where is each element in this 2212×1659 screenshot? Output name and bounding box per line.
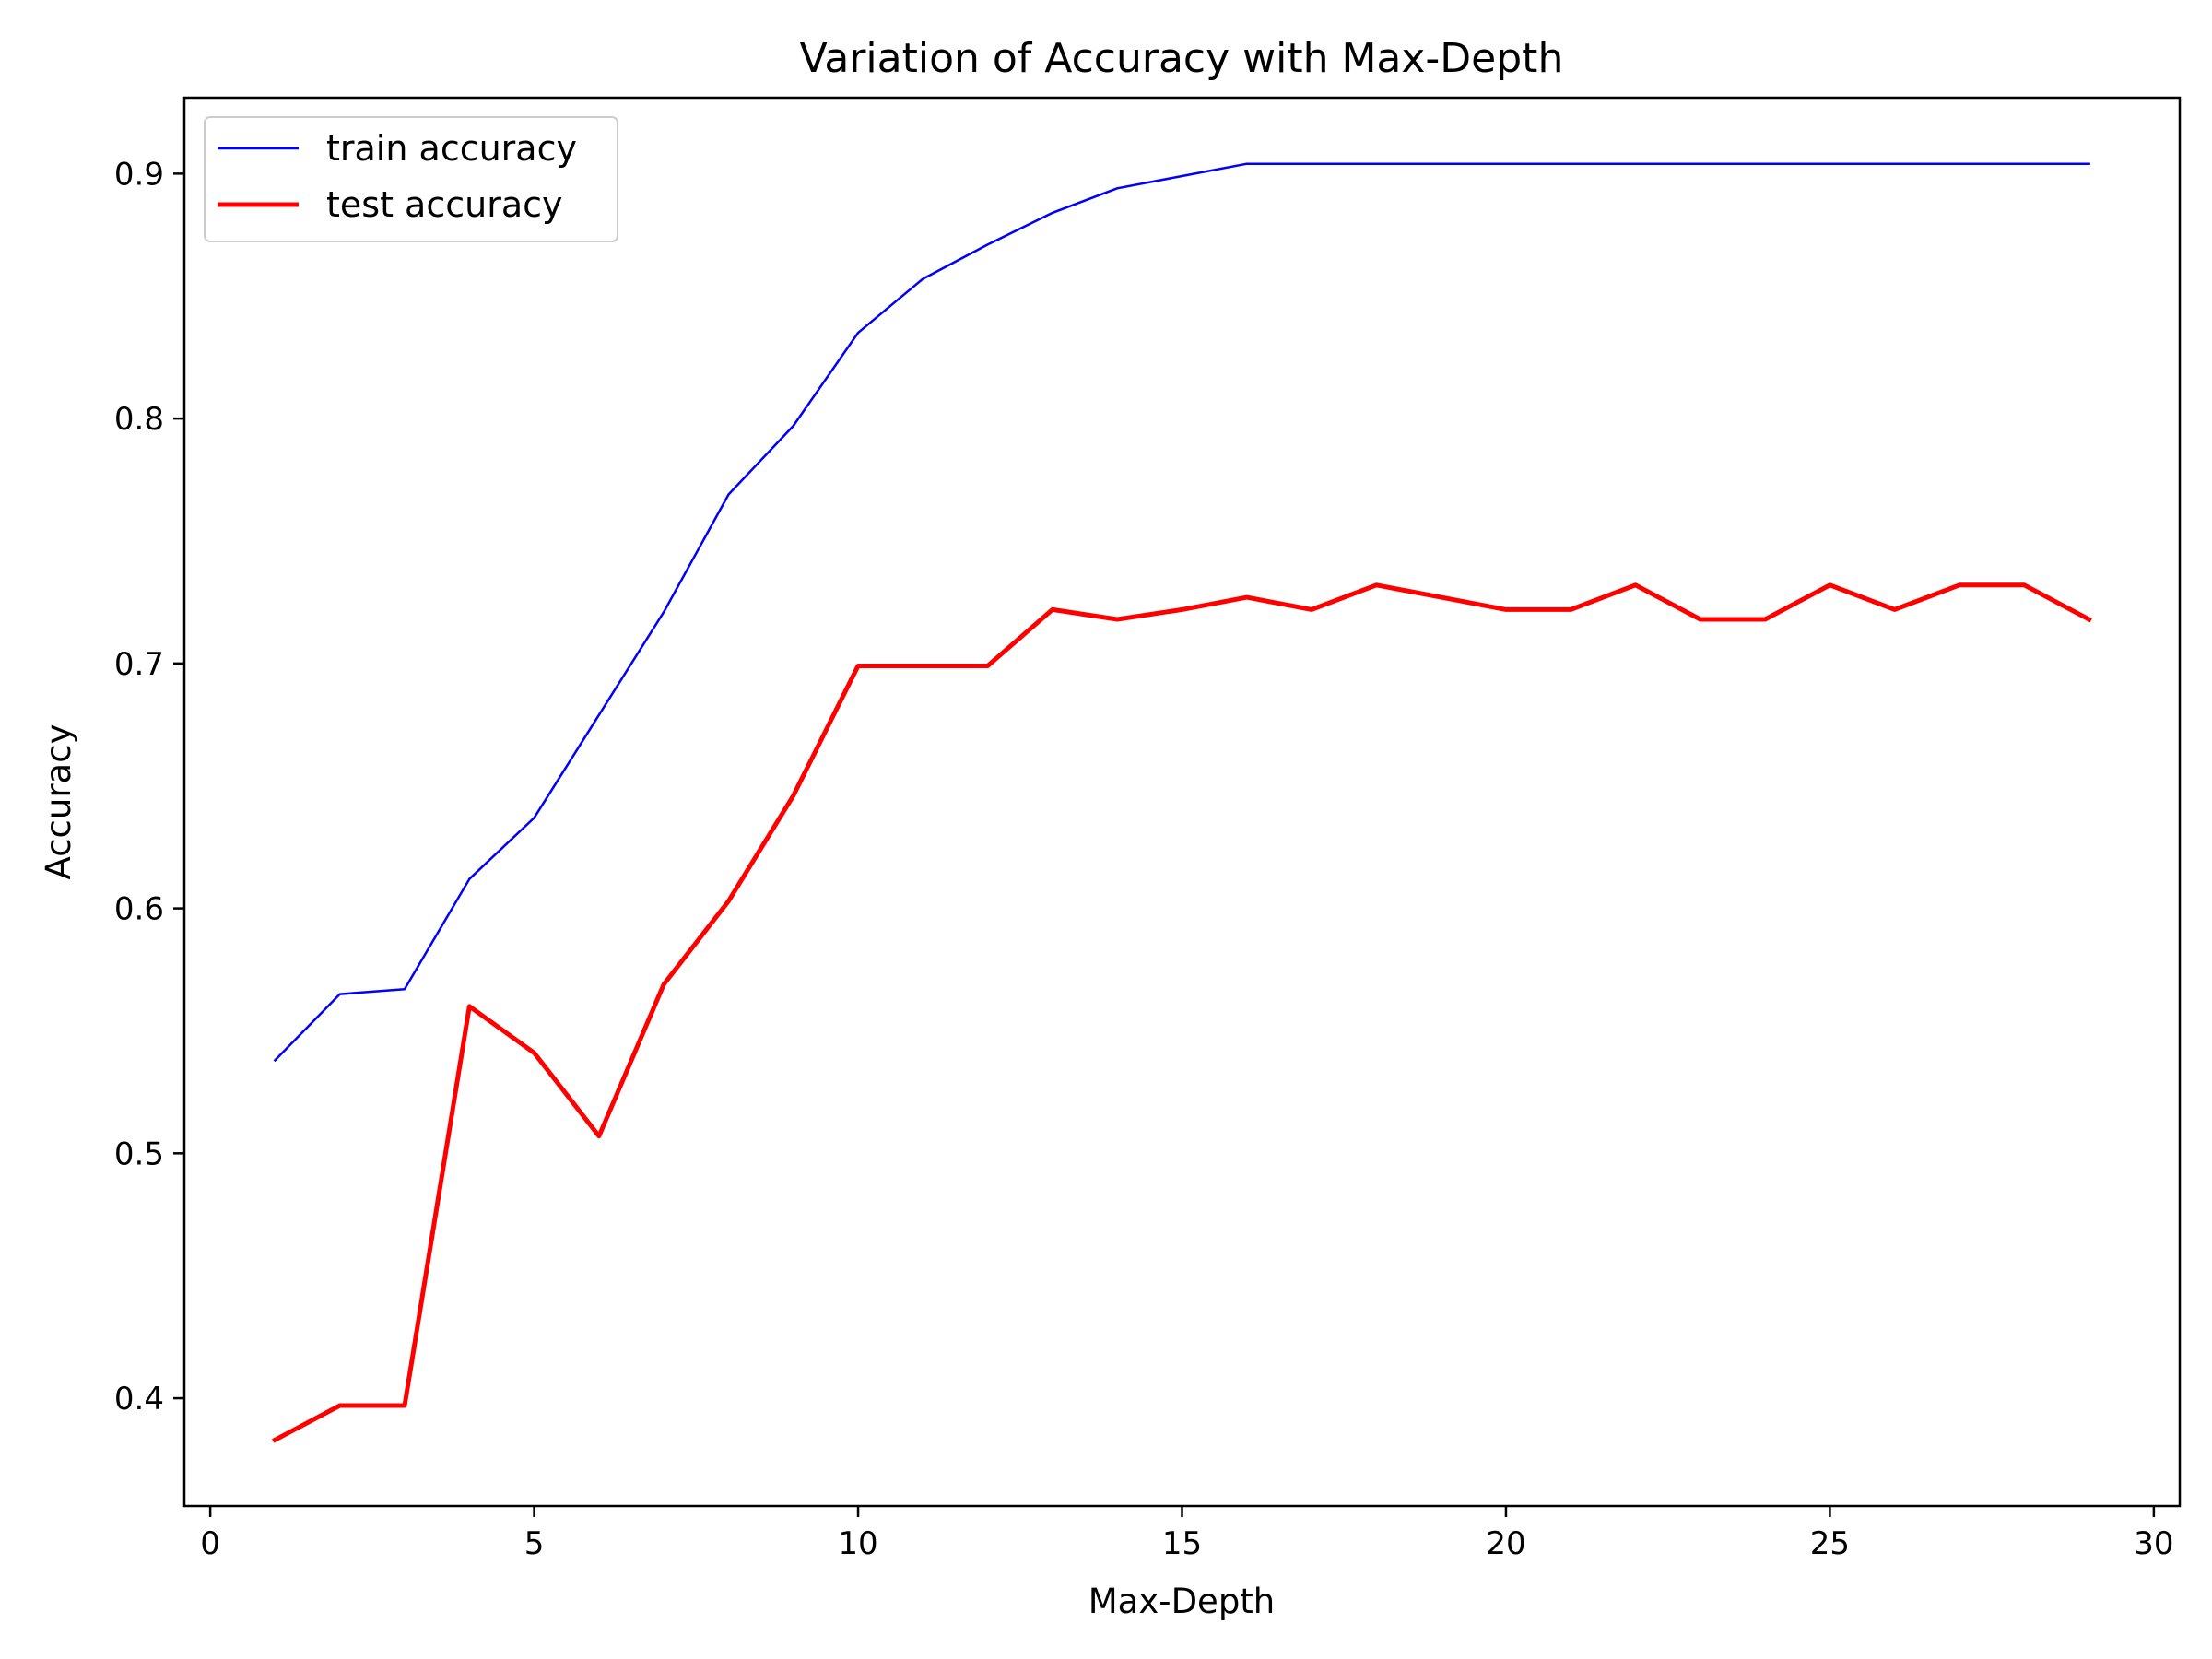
y-tick-label: 0.9 <box>114 156 164 193</box>
x-tick-label: 0 <box>200 1525 220 1562</box>
y-axis: 0.4 0.5 0.6 0.7 0.8 0.9 <box>114 156 184 1418</box>
series-layer <box>272 162 2092 1443</box>
x-tick-label: 30 <box>2134 1525 2173 1562</box>
x-tick-label: 25 <box>1810 1525 1850 1562</box>
legend-label-test: test accuracy <box>326 184 563 225</box>
x-tick-label: 10 <box>838 1525 877 1562</box>
x-axis: 0 5 10 15 20 25 30 <box>200 1506 2174 1562</box>
x-tick-label: 15 <box>1162 1525 1202 1562</box>
x-tick-label: 5 <box>524 1525 545 1562</box>
x-axis-label: Max-Depth <box>1088 1582 1276 1621</box>
y-tick-label: 0.4 <box>114 1381 164 1418</box>
series-line-test <box>272 582 2092 1443</box>
legend-box <box>204 116 618 242</box>
series-line-train <box>273 162 2090 1063</box>
y-tick-label: 0.6 <box>114 891 164 928</box>
chart-title: Variation of Accuracy with Max-Depth <box>800 35 1564 82</box>
y-axis-label: Accuracy <box>39 724 78 880</box>
y-tick-label: 0.8 <box>114 401 164 438</box>
y-tick-label: 0.7 <box>114 646 164 683</box>
x-tick-label: 20 <box>1486 1525 1525 1562</box>
legend-label-train: train accuracy <box>326 128 577 169</box>
y-tick-label: 0.5 <box>114 1135 164 1172</box>
legend: train accuracy test accuracy <box>204 116 618 242</box>
